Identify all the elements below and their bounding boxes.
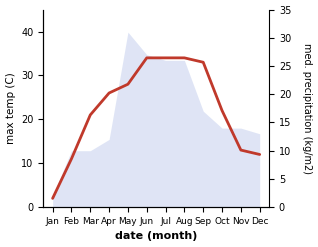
Y-axis label: max temp (C): max temp (C) (5, 72, 16, 144)
X-axis label: date (month): date (month) (115, 231, 197, 242)
Y-axis label: med. precipitation (kg/m2): med. precipitation (kg/m2) (302, 43, 313, 174)
